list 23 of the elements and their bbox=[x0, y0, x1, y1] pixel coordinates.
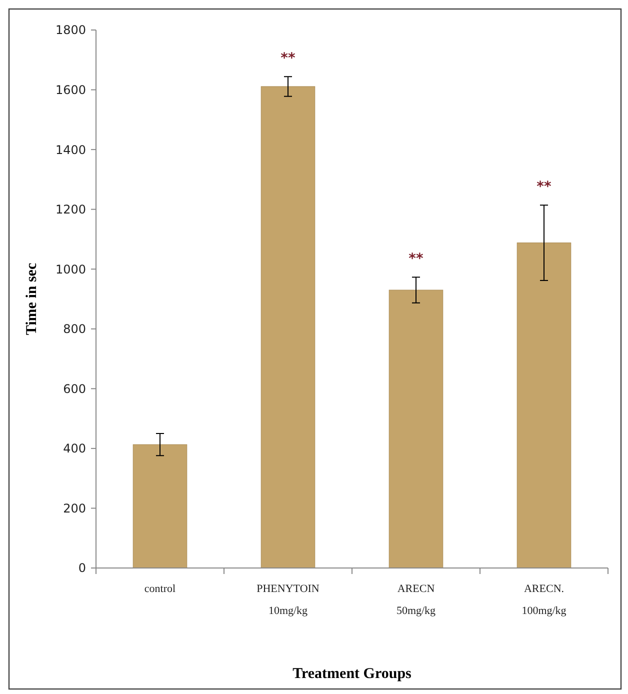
bar bbox=[516, 242, 572, 568]
x-tick-label: PHENYTOIN 10mg/kg bbox=[256, 583, 320, 617]
y-tick-label: 400 bbox=[63, 442, 86, 456]
y-tick-label: 1800 bbox=[55, 23, 86, 38]
y-tick-label: 0 bbox=[78, 561, 86, 576]
x-tick-label: control bbox=[144, 583, 176, 595]
bar bbox=[388, 290, 444, 568]
y-tick-label: 600 bbox=[63, 382, 86, 396]
y-tick-label: 200 bbox=[63, 501, 86, 516]
y-tick-label: 1400 bbox=[55, 142, 86, 157]
x-axis-title: Treatment Groups bbox=[292, 666, 412, 682]
y-tick-label: 800 bbox=[63, 322, 86, 336]
bar bbox=[260, 86, 316, 568]
y-axis-title: Time in sec bbox=[24, 262, 40, 336]
y-tick-label: 1000 bbox=[55, 262, 86, 276]
bar bbox=[132, 444, 188, 568]
x-tick-label: ARECN 50mg/kg bbox=[396, 583, 436, 617]
annotation: ** bbox=[280, 50, 296, 67]
annotation: ** bbox=[536, 179, 552, 196]
x-tick-label: ARECN. 100mg/kg bbox=[522, 583, 567, 617]
y-tick-label: 1600 bbox=[55, 82, 86, 97]
y-tick-label: 1200 bbox=[55, 202, 86, 217]
annotation: ** bbox=[408, 251, 424, 268]
